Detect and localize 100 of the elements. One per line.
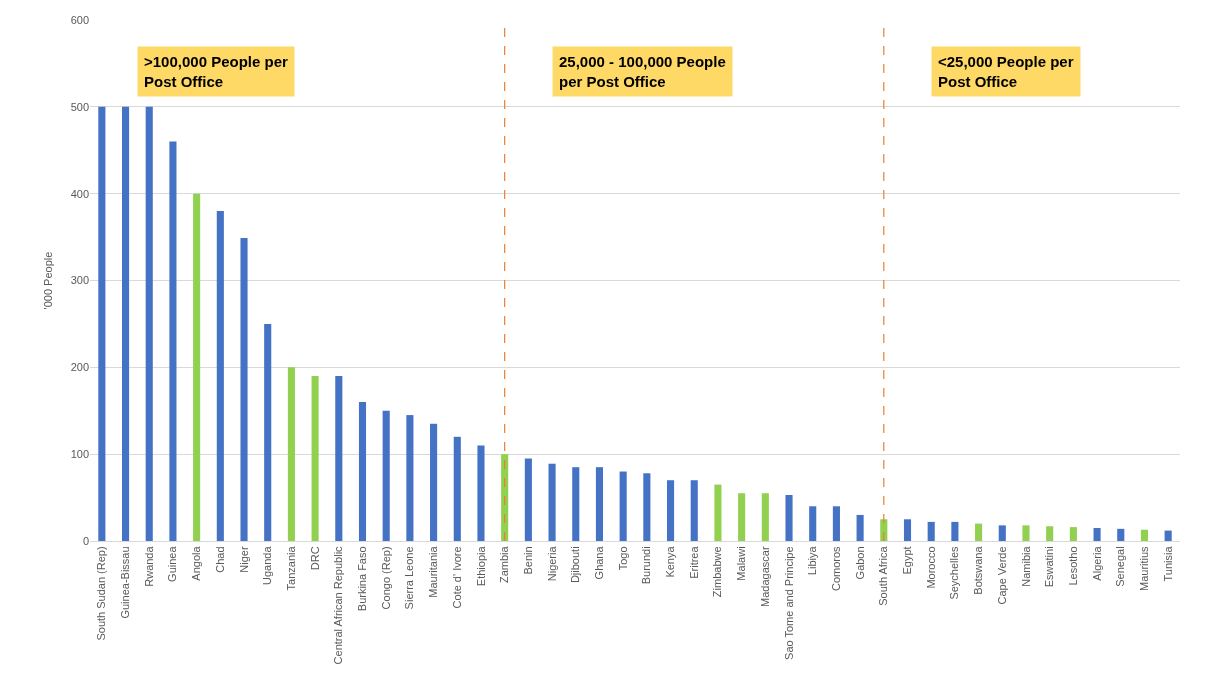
bar [98, 106, 106, 541]
x-tick-label: Cote d' Ivore [450, 546, 463, 609]
bar [927, 521, 935, 541]
bar [382, 410, 390, 541]
x-tick-label: Zambia [498, 545, 511, 584]
x-tick-label: Kenya [664, 545, 677, 578]
x-tick-label: Botswana [972, 545, 985, 595]
bar [714, 484, 722, 541]
bar [832, 506, 840, 541]
x-tick-label: Burkina Faso [356, 546, 369, 612]
x-tick-label: Lesotho [1066, 546, 1079, 586]
bar [619, 471, 627, 541]
x-tick-label: Seychelles [948, 545, 961, 600]
bar [643, 473, 651, 541]
bar [856, 514, 864, 541]
bar [809, 506, 817, 541]
x-tick-label: Zimbabwe [711, 546, 724, 598]
bar [738, 493, 746, 541]
y-tick-label: 400 [70, 187, 89, 200]
x-tick-label: Uganda [261, 545, 274, 585]
annotation: <25,000 People per Post Office [938, 53, 1074, 90]
x-tick-label: Burundi [640, 546, 653, 585]
y-tick-label: 500 [70, 100, 89, 113]
x-tick-label: Eswatini [1043, 546, 1056, 588]
x-tick-label: Ghana [593, 545, 606, 580]
bar [358, 402, 367, 541]
y-tick-label: 600 [70, 13, 89, 26]
x-tick-label: Congo (Rep) [379, 546, 392, 610]
bar [287, 367, 295, 541]
x-tick-label: Eritrea [687, 545, 700, 579]
bar [477, 445, 485, 541]
x-tick-label: Cape Verde [995, 546, 1008, 605]
x-tick-label: Egypt [901, 546, 914, 575]
x-tick-label: Libiya [806, 545, 819, 576]
x-tick-label: Namibia [1019, 545, 1032, 587]
x-tick-label: Tanzania [284, 545, 297, 591]
x-tick-label: Rwanda [142, 545, 155, 587]
x-tick-label: Nigeria [545, 545, 558, 582]
bar [1093, 527, 1101, 541]
bar [145, 106, 153, 541]
bar [690, 480, 698, 541]
x-tick-label: Ethiopia [474, 545, 487, 587]
bar [572, 467, 580, 541]
x-tick-label: Algeria [1090, 545, 1103, 581]
x-tick-label: Djibouti [569, 546, 582, 584]
x-tick-label: South Africa [877, 545, 890, 606]
bar [785, 494, 793, 541]
x-tick-label: Guinea-Bissau [119, 546, 132, 619]
bar [193, 193, 201, 541]
x-tick-label: Mauritania [427, 545, 440, 598]
x-tick-label: Angola [190, 545, 203, 581]
bar [1164, 530, 1172, 541]
bar [264, 323, 272, 541]
x-tick-label: Benin [521, 546, 534, 575]
bar [548, 463, 556, 541]
y-tick-label: 300 [70, 274, 89, 287]
x-tick-label: Gabon [853, 546, 866, 580]
bar [1117, 528, 1125, 541]
bar [1069, 527, 1077, 541]
bar [951, 521, 959, 541]
bar [666, 480, 675, 541]
bar [430, 423, 438, 541]
x-tick-label: Central African Republic [332, 545, 345, 665]
bar [903, 519, 912, 541]
bar [335, 376, 343, 541]
y-tick-label: 200 [70, 361, 89, 374]
bar [240, 237, 248, 541]
bar [880, 519, 888, 541]
bar [595, 467, 604, 541]
x-tick-label: Morocco [924, 546, 937, 589]
x-tick-label: Senegal [1114, 546, 1127, 587]
y-tick-label: 0 [82, 534, 89, 547]
y-tick-label: 100 [70, 448, 89, 461]
x-tick-label: Madagascar [758, 546, 771, 607]
x-tick-label: Togo [616, 546, 629, 571]
x-tick-label: DRC [308, 546, 321, 571]
x-tick-label: Guinea [166, 545, 179, 582]
bar [121, 106, 130, 541]
x-tick-label: South Sudan (Rep) [95, 546, 108, 641]
annotation: 25,000 - 100,000 People per Post Office [559, 53, 726, 90]
bar [1046, 526, 1054, 541]
annotation: >100,000 People per Post Office [144, 53, 288, 90]
bar [311, 376, 319, 541]
y-axis-title: '000 People [42, 251, 55, 310]
x-tick-label: Tunisia [1161, 545, 1174, 582]
x-tick-label: Mauritius [1138, 545, 1151, 592]
bar [998, 525, 1006, 541]
bar [1140, 529, 1149, 541]
bar [406, 415, 414, 541]
x-tick-label: Comoros [829, 545, 842, 592]
bar [216, 211, 224, 541]
bar [975, 523, 983, 541]
bar [524, 458, 532, 541]
bar [453, 436, 461, 541]
bar [761, 493, 769, 541]
bar [1022, 525, 1030, 541]
x-tick-label: Chad [213, 546, 226, 573]
x-tick-label: Niger [237, 546, 250, 573]
x-tick-label: Sao Tome and Principe [782, 546, 795, 660]
x-tick-label: Malawi [735, 546, 748, 581]
